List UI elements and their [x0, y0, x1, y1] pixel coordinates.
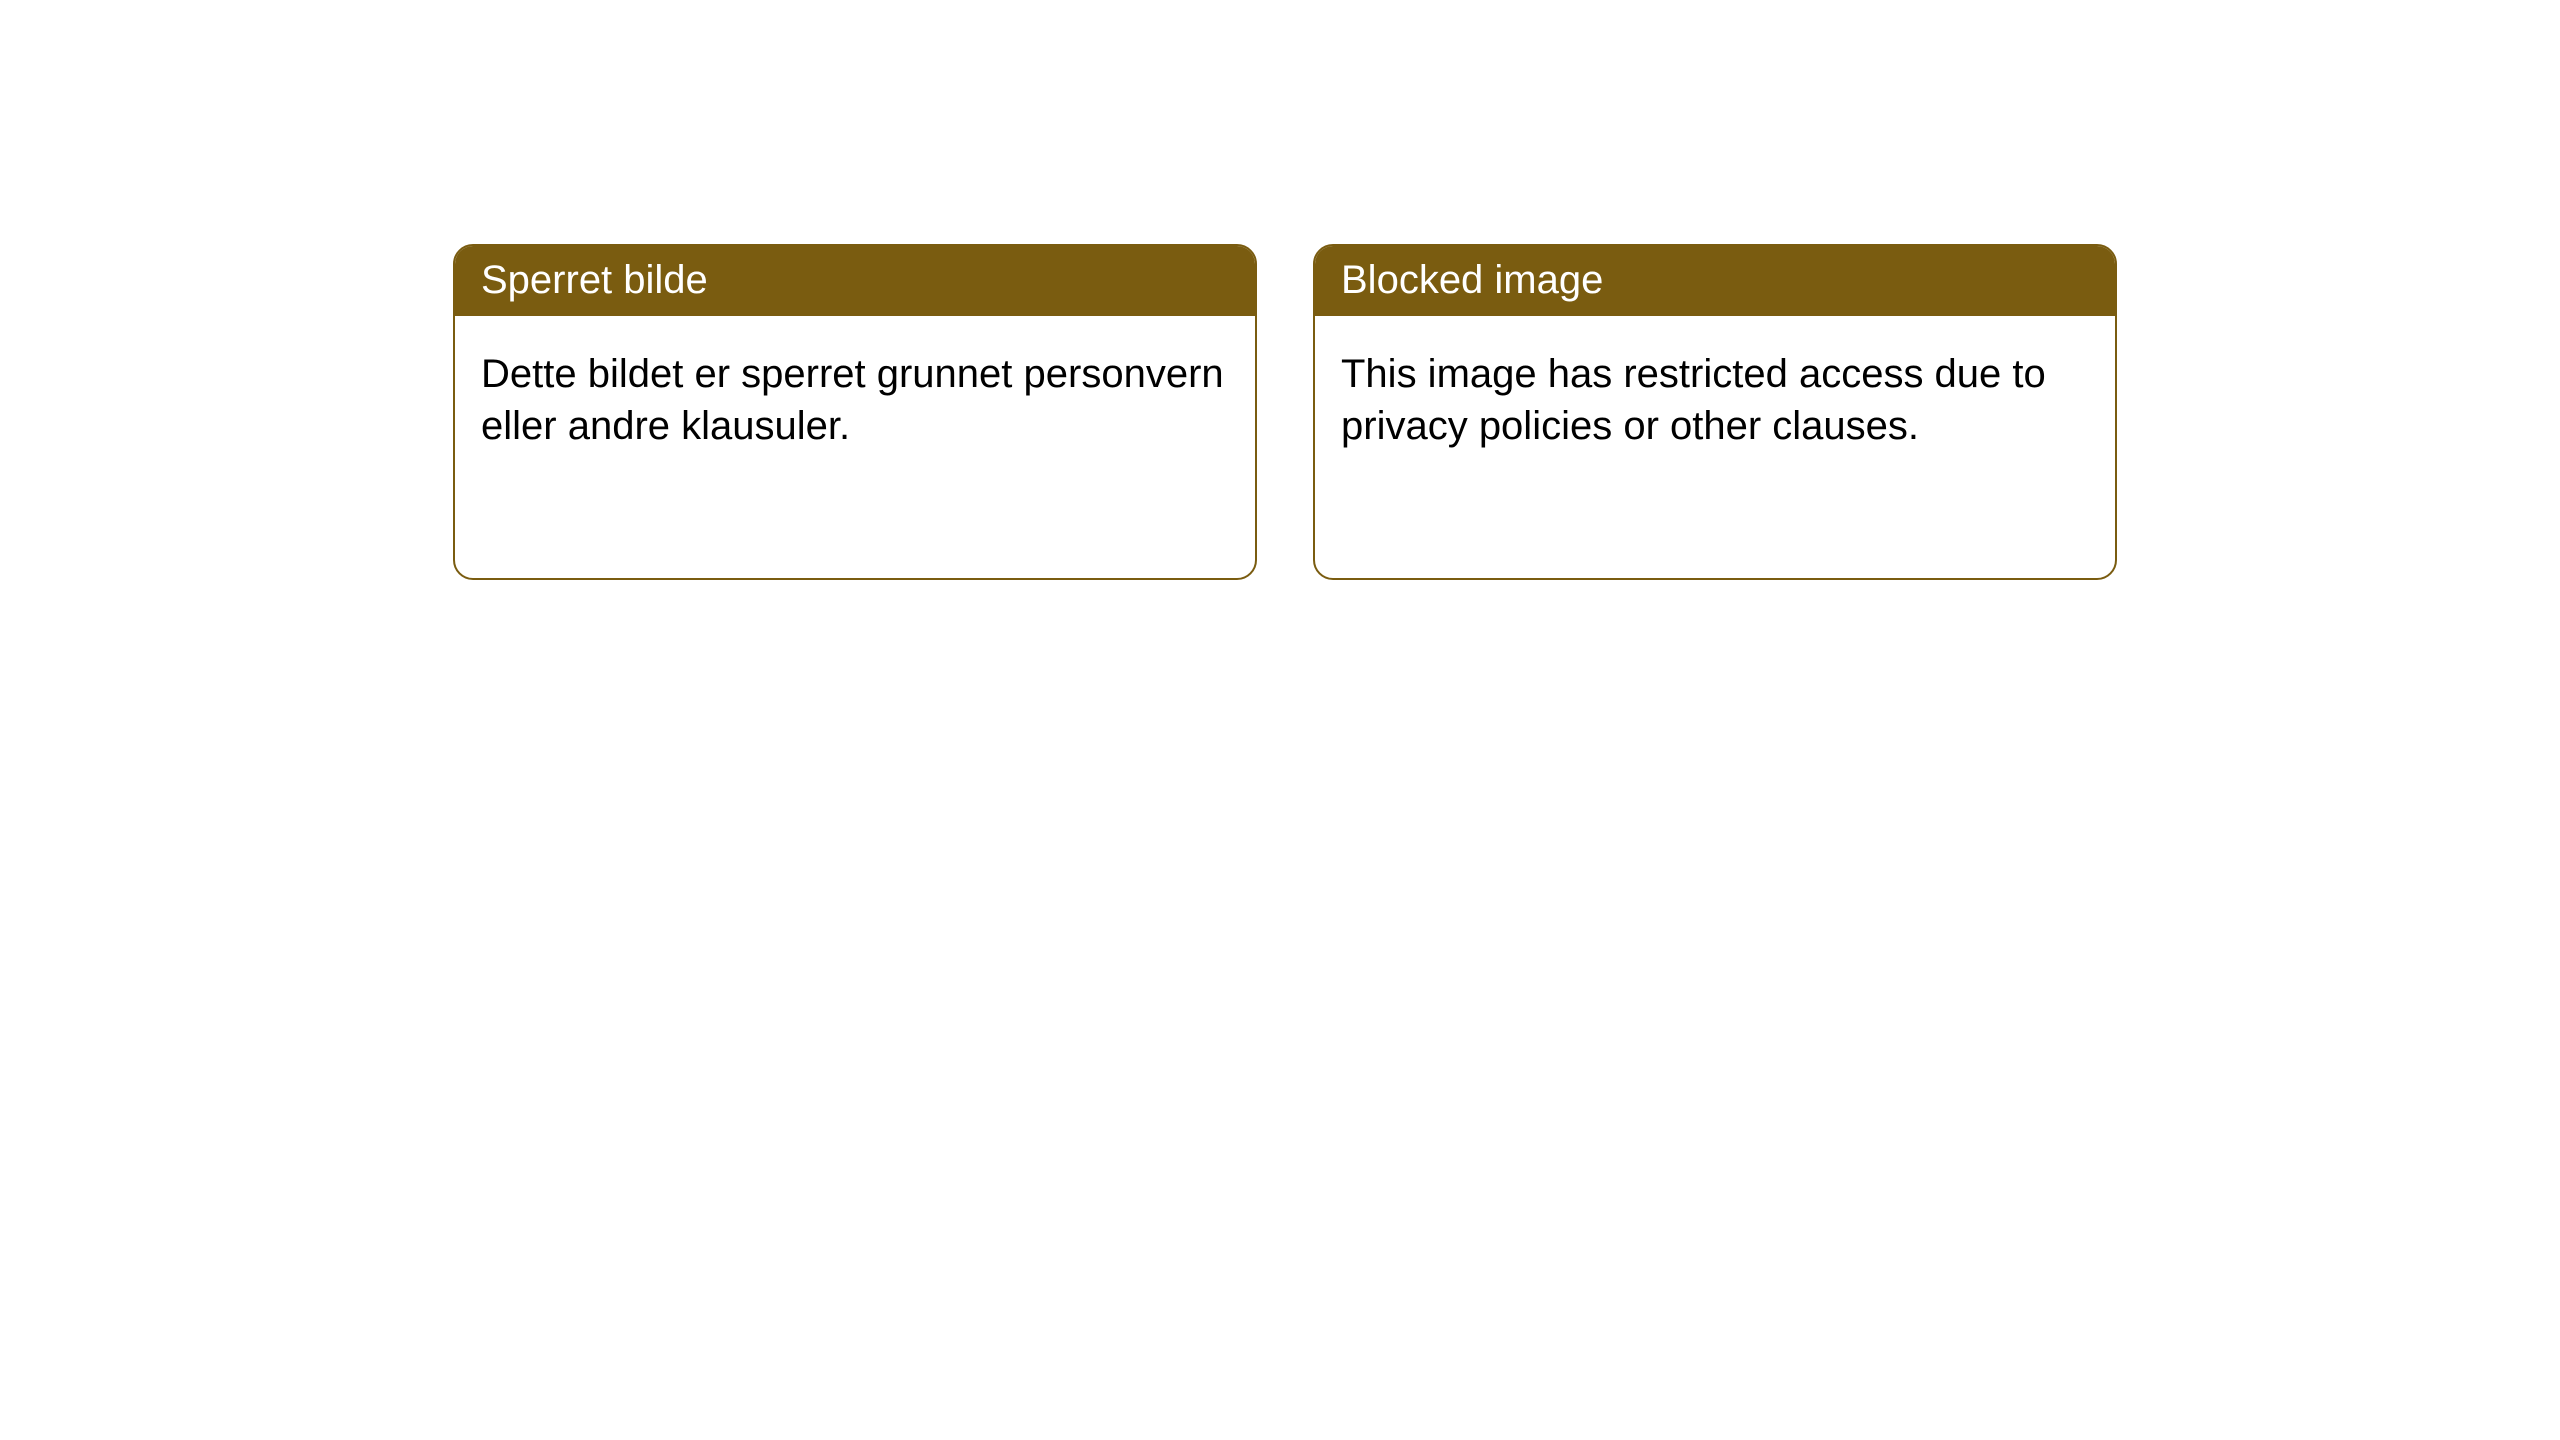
card-body-norwegian: Dette bildet er sperret grunnet personve…	[455, 316, 1255, 484]
card-body-english: This image has restricted access due to …	[1315, 316, 2115, 484]
notice-card-norwegian: Sperret bilde Dette bildet er sperret gr…	[453, 244, 1257, 580]
notice-card-english: Blocked image This image has restricted …	[1313, 244, 2117, 580]
card-header-norwegian: Sperret bilde	[455, 246, 1255, 316]
notice-cards-container: Sperret bilde Dette bildet er sperret gr…	[0, 0, 2560, 580]
card-header-english: Blocked image	[1315, 246, 2115, 316]
